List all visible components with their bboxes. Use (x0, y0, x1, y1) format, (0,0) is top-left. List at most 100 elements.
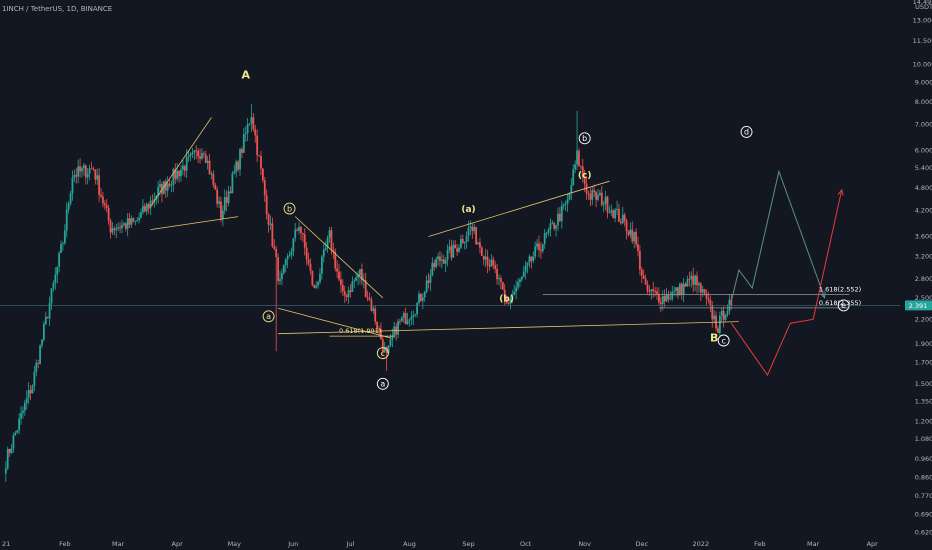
candle-body (673, 290, 676, 292)
candle-body (90, 168, 93, 170)
candle-body (343, 291, 346, 296)
candle-body (581, 166, 584, 177)
candle-body (16, 430, 19, 433)
candle-body (404, 313, 407, 325)
candle-body (579, 166, 582, 168)
candle-body (551, 223, 554, 224)
candle-body (439, 256, 441, 261)
candle-body (221, 210, 224, 219)
trendline[interactable] (294, 216, 384, 299)
candle-body (311, 270, 314, 286)
candle-body (494, 265, 497, 269)
candle-body (340, 279, 342, 286)
candle-body (355, 277, 358, 281)
candle-body (100, 194, 102, 197)
price-tick-label: 2.500 (915, 294, 932, 302)
candle-body (608, 212, 611, 214)
candle-body (698, 283, 700, 286)
wave-label-circle (837, 299, 850, 312)
candle-body (549, 223, 552, 230)
candle-body (391, 336, 394, 340)
candle-body (364, 280, 367, 297)
fib-level-label: 1.618(2.552) (819, 285, 861, 293)
time-tick-label: Nov (578, 540, 591, 548)
candle-body (638, 250, 641, 270)
candle-body (699, 283, 702, 293)
time-tick-label: Sep (462, 540, 474, 548)
projection-arrowhead (837, 188, 844, 196)
candle-body (122, 223, 125, 225)
trendline[interactable] (428, 180, 610, 237)
candle-body (351, 281, 354, 292)
candle-body (193, 150, 196, 153)
candle-body (227, 191, 230, 203)
projection-path[interactable] (730, 169, 826, 302)
candle-body (709, 300, 712, 306)
candle-body (509, 299, 512, 304)
candle-body (566, 199, 569, 204)
candle-body (503, 289, 506, 297)
trendline[interactable] (278, 321, 739, 335)
candle-body (646, 284, 649, 292)
candle-body (86, 173, 89, 178)
candle-body (517, 281, 519, 288)
candle-body (241, 149, 243, 153)
candle-body (115, 228, 118, 231)
candle-body (166, 183, 169, 191)
candle-body (616, 208, 618, 210)
candle-body (242, 134, 245, 153)
trendline[interactable] (150, 117, 212, 207)
candle-body (231, 173, 234, 194)
candle-body (648, 291, 651, 293)
candle-body (121, 224, 123, 229)
price-axis[interactable]: 14.495USDT 13.000 11.500 10.000 9.000 8.000 7.… (905, 0, 932, 536)
trendline[interactable] (277, 307, 391, 339)
candle-body (56, 266, 59, 275)
candle-body (254, 129, 257, 136)
candle-body (568, 192, 571, 200)
candle-body (459, 239, 462, 248)
time-tick-label: Dec (636, 540, 649, 548)
candle-body (145, 204, 148, 212)
drawing-tools[interactable] (0, 117, 900, 377)
candle-body (117, 227, 120, 229)
candle-body (408, 319, 411, 321)
symbol-title[interactable]: 1INCH / TetherUS, 1D, BINANCE (2, 5, 113, 13)
candle-body (309, 263, 312, 271)
candle-body (690, 275, 693, 280)
candle-body (260, 155, 262, 169)
candle-body (111, 228, 114, 233)
candle-body (418, 293, 420, 304)
candle-body (360, 269, 363, 281)
candle-body (60, 244, 62, 253)
candle-body (675, 287, 677, 291)
candle-body (545, 232, 548, 234)
candle-body (528, 256, 531, 263)
fib-level-label: 0.618(2.355) (819, 299, 861, 307)
time-tick-label: Apr (172, 540, 184, 548)
time-axis[interactable]: 21 Feb Mar Apr May Jun Jul Aug Sep Oct Nov Dec 2022 F… (2, 540, 878, 548)
candle-body (627, 231, 630, 235)
trendline[interactable] (150, 216, 239, 230)
candle-body (256, 135, 259, 156)
candle-body (416, 303, 419, 315)
candle-body (642, 275, 645, 279)
candle-body (71, 177, 74, 194)
candle-body (119, 227, 121, 229)
candle-body (20, 412, 22, 419)
candle-body (713, 315, 716, 320)
candle-body (315, 285, 318, 288)
candle-body (541, 244, 544, 252)
candle-body (128, 218, 131, 225)
candle-body (420, 293, 422, 301)
projection-arrowhead (819, 291, 826, 299)
projection-path[interactable] (730, 189, 843, 377)
candle-body (204, 154, 207, 163)
candle-body (183, 165, 186, 171)
time-tick-label: Feb (59, 540, 71, 548)
candle-body (48, 303, 51, 319)
candle-body (694, 275, 697, 285)
candle-body (223, 197, 226, 211)
candle-body (246, 124, 249, 134)
